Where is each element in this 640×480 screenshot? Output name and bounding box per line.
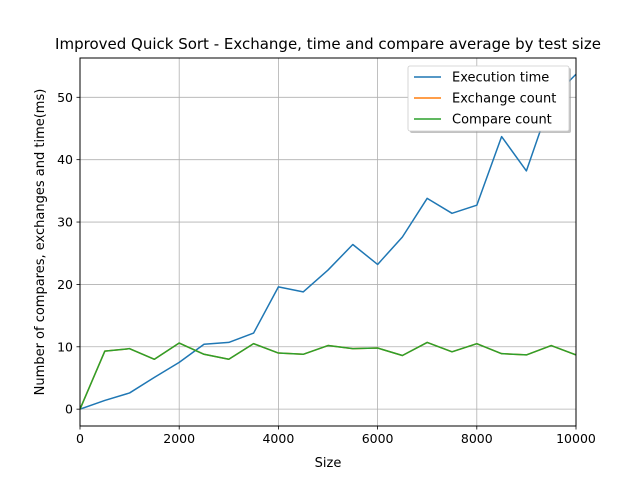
y-tick-label: 20	[57, 277, 73, 292]
plot-frame	[79, 57, 577, 427]
y-tick-label: 30	[57, 215, 73, 230]
x-tick-label: 6000	[362, 431, 394, 446]
x-tick-label: 4000	[262, 431, 294, 446]
x-axis-title: Size	[315, 456, 342, 471]
x-tick-label: 10000	[556, 431, 596, 446]
chart-title: Improved Quick Sort - Exchange, time and…	[55, 35, 601, 53]
legend-label: Execution time	[452, 71, 549, 86]
y-axis-title: Number of compares, exchanges and time(m…	[33, 89, 48, 396]
x-tick-label: 2000	[163, 431, 195, 446]
y-tick-label: 10	[57, 339, 73, 354]
series-line-3	[80, 341, 576, 410]
series-lines	[80, 73, 576, 410]
y-tick-label: 50	[57, 90, 73, 105]
y-tick-label: 0	[65, 402, 73, 417]
x-tick-label: 0	[76, 431, 84, 446]
axis-ticks: 0 2000 4000 6000 8000 10000 0 10 20 30 40 50	[57, 90, 596, 446]
x-tick-label: 8000	[461, 431, 493, 446]
series-line-1	[80, 73, 576, 410]
legend: Execution time Exchange count Compare coun…	[407, 65, 571, 133]
legend-label: Exchange count	[452, 92, 556, 107]
legend-box	[407, 65, 570, 132]
legend-label: Compare count	[452, 113, 552, 128]
y-tick-label: 40	[57, 152, 73, 167]
